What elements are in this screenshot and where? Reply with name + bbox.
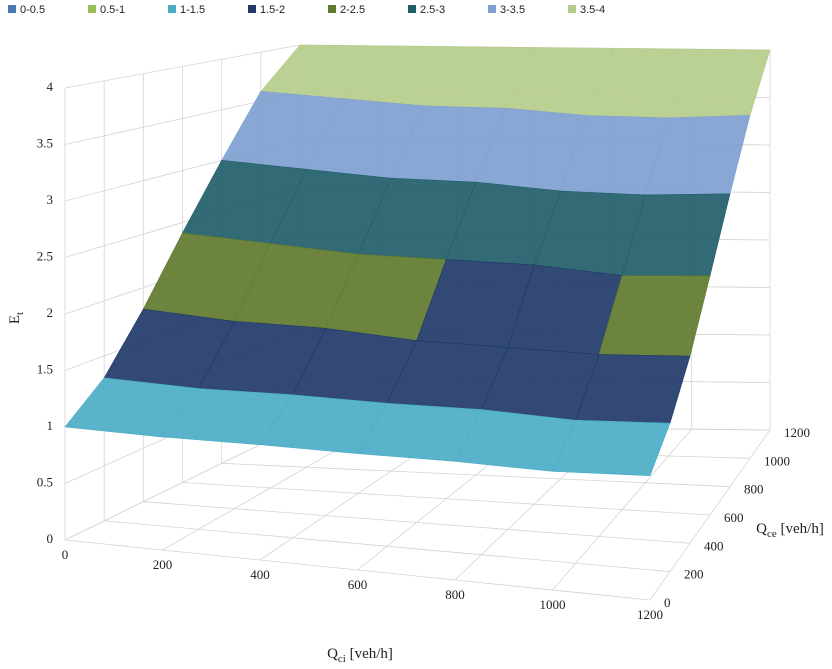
surface-patch [552,419,671,477]
legend: 0-0.5 0.5-1 1-1.5 1.5-2 2-2.5 2.5-3 3-3.5 3.5-4 [8,4,605,16]
z-tick-label: 4 [47,79,54,94]
legend-swatch [408,5,416,13]
y-tick-label: 600 [724,510,744,525]
x-title-sub: ci [338,653,346,665]
legend-label: 0.5-1 [100,4,125,16]
x-tick-label: 1000 [540,597,566,612]
legend-swatch [488,5,496,13]
legend-label: 0-0.5 [20,4,45,16]
y-title-sub: ce [767,528,777,540]
x-tick-label: 400 [250,567,270,582]
y-grid-line [143,501,691,544]
legend-swatch [88,5,96,13]
y-grid-line [104,520,671,573]
y-grid-line [221,462,731,488]
x-tick-label: 800 [445,587,465,602]
x-tick-label: 200 [153,557,173,572]
z-tick-label: 0.5 [37,474,53,489]
legend-swatch [328,5,336,13]
y-axis-title: Qce [veh/h] [756,521,824,539]
legend-swatch [568,5,576,13]
legend-label: 1.5-2 [260,4,285,16]
y-tick-label: 800 [744,482,764,497]
x-title-main: Q [327,646,338,662]
z-tick-label: 2 [47,305,54,320]
z-tick-label: 2.5 [37,248,53,263]
y-grid-line [182,482,711,516]
y-tick-label: 1000 [764,453,790,468]
legend-label: 3-3.5 [500,4,525,16]
y-grid-line [64,539,651,601]
x-tick-label: 1200 [637,607,663,622]
z-tick-label: 0 [47,531,54,546]
legend-swatch [8,5,16,13]
z-tick-label: 1.5 [37,361,53,376]
legend-label: 1-1.5 [180,4,205,16]
surface [64,44,771,477]
y-tick-label: 400 [704,538,724,553]
z-title-main: E [7,315,23,324]
x-title-unit: [veh/h] [346,646,393,662]
labels: 00.511.522.533.5402004006008001000120002… [37,79,810,622]
legend-label: 2.5-3 [420,4,445,16]
z-axis-title: Et [7,312,25,324]
legend-swatch [248,5,256,13]
y-title-main: Q [756,521,767,537]
y-tick-label: 1200 [784,425,810,440]
y-title-unit: [veh/h] [777,521,824,537]
z-tick-label: 1 [47,418,54,433]
legend-label: 2-2.5 [340,4,365,16]
x-tick-label: 600 [348,577,368,592]
x-tick-label: 0 [62,547,69,562]
y-tick-label: 200 [684,567,704,582]
y-tick-label: 0 [664,595,671,610]
legend-swatch [168,5,176,13]
z-title-sub: t [14,312,26,315]
legend-label: 3.5-4 [580,4,605,16]
z-tick-label: 3.5 [37,135,53,150]
z-tick-label: 3 [47,192,54,207]
x-axis-title: Qci [veh/h] [327,646,393,664]
